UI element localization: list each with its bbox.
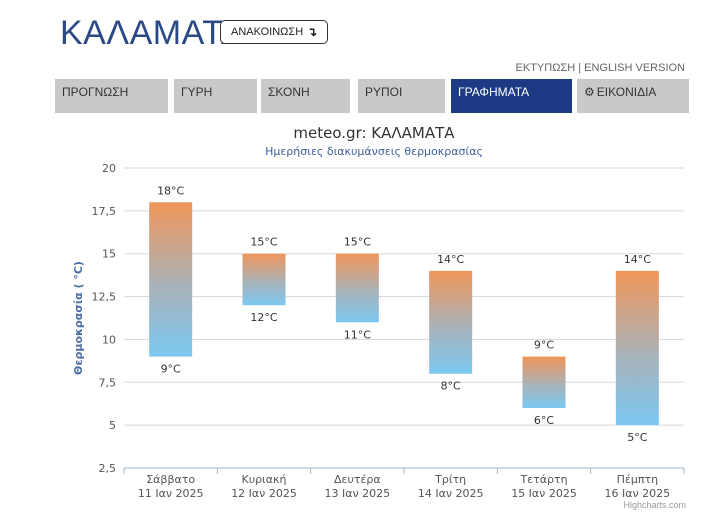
tab-dust[interactable]: ΣΚΟΝΗ: [261, 79, 350, 113]
x-tick-label: Δευτέρα: [334, 473, 381, 486]
x-tick-label: 11 Ιαν 2025: [138, 487, 204, 500]
high-temp-label: 9°C: [534, 339, 554, 352]
y-tick-label: 7,5: [99, 376, 117, 389]
top-links: ΕΚΤΥΠΩΣΗ | ENGLISH VERSION: [516, 62, 685, 74]
range-bar: [242, 253, 286, 306]
x-tick-label: Σάββατο: [146, 473, 195, 486]
print-link[interactable]: ΕΚΤΥΠΩΣΗ: [515, 62, 576, 74]
link-separator: |: [575, 62, 585, 74]
x-tick-label: 12 Ιαν 2025: [231, 487, 297, 500]
low-temp-label: 6°C: [534, 414, 554, 427]
high-temp-label: 18°C: [157, 184, 184, 197]
x-tick-label: 14 Ιαν 2025: [418, 487, 484, 500]
tab-label: ΠΡΟΓΝΩΣΗ: [62, 85, 129, 99]
tab-pollutants[interactable]: ΡΥΠΟΙ: [358, 79, 445, 113]
x-tick-label: 16 Ιαν 2025: [605, 487, 671, 500]
y-tick-label: 17,5: [92, 205, 117, 218]
x-tick-label: Πέμπτη: [617, 473, 658, 486]
tab-label: ΓΡΑΦΗΜΑΤΑ: [458, 85, 530, 99]
chart-subtitle: Ημερήσιες διακυμάνσεις θερμοκρασίας: [265, 145, 483, 158]
y-axis-ticks: 2,5 5 7,5 10 12,5 15 17,5 20: [92, 162, 117, 475]
range-bar: [429, 270, 473, 374]
tab-label: ΣΚΟΝΗ: [268, 85, 310, 99]
y-axis-title: Θερμοκρασία ( °C): [72, 261, 85, 375]
range-bars: 18°C 9°C 15°C 12°C 15°C 11°C 14°C 8°C 9°C 6°C 14°C…: [149, 184, 659, 444]
tab-graphs[interactable]: ΓΡΑΦΗΜΑΤΑ: [451, 79, 572, 113]
low-temp-label: 12°C: [250, 311, 277, 324]
arrow-down-right-icon: ↴: [307, 25, 318, 39]
x-tick-label: 15 Ιαν 2025: [511, 487, 577, 500]
gear-icon: ⚙: [584, 85, 595, 99]
high-temp-label: 14°C: [437, 253, 464, 266]
english-version-link[interactable]: ENGLISH VERSION: [584, 62, 685, 74]
announcement-button[interactable]: ΑΝΑΚΟΙΝΩΣΗ ↴: [220, 20, 329, 44]
low-temp-label: 5°C: [627, 431, 647, 444]
x-tick-label: Κυριακή: [242, 473, 287, 486]
high-temp-label: 14°C: [624, 253, 651, 266]
x-tick-label: Τετάρτη: [519, 473, 567, 486]
low-temp-label: 8°C: [441, 380, 461, 393]
range-bar: [522, 356, 566, 408]
highcharts-credits[interactable]: Highcharts.com: [623, 500, 686, 510]
high-temp-label: 15°C: [250, 236, 277, 249]
range-bar: [149, 202, 193, 357]
range-bar: [335, 253, 379, 323]
announcement-label: ΑΝΑΚΟΙΝΩΣΗ: [231, 26, 304, 38]
y-tick-label: 20: [102, 162, 116, 175]
range-bar: [615, 270, 659, 426]
high-temp-label: 15°C: [344, 236, 371, 249]
y-tick-label: 2,5: [99, 462, 117, 475]
tab-forecast[interactable]: ΠΡΟΓΝΩΣΗ: [55, 79, 168, 113]
page-title: ΚΑΛΑΜΑΤΑ: [60, 14, 245, 52]
y-tick-label: 5: [109, 419, 116, 432]
y-tick-label: 10: [102, 333, 116, 346]
x-tick-label: 13 Ιαν 2025: [325, 487, 391, 500]
low-temp-label: 11°C: [344, 328, 371, 341]
temperature-range-chart: meteo.gr: ΚΑΛΑΜΑΤΑ Ημερήσιες διακυμάνσει…: [72, 124, 685, 500]
tab-pollen[interactable]: ΓΥΡΗ: [174, 79, 257, 113]
tab-label: ΕΙΚΟΝΙΔΙΑ: [596, 85, 657, 99]
chart-title: meteo.gr: ΚΑΛΑΜΑΤΑ: [293, 124, 455, 142]
tab-label: ΡΥΠΟΙ: [365, 85, 403, 99]
tab-label: ΓΥΡΗ: [181, 85, 213, 99]
y-gridlines: [124, 167, 684, 426]
y-tick-label: 15: [102, 248, 116, 261]
x-tick-label: Τρίτη: [434, 473, 466, 486]
tab-icons[interactable]: ⚙ ΕΙΚΟΝΙΔΙΑ: [577, 79, 689, 113]
low-temp-label: 9°C: [161, 363, 181, 376]
y-tick-label: 12,5: [92, 291, 117, 304]
